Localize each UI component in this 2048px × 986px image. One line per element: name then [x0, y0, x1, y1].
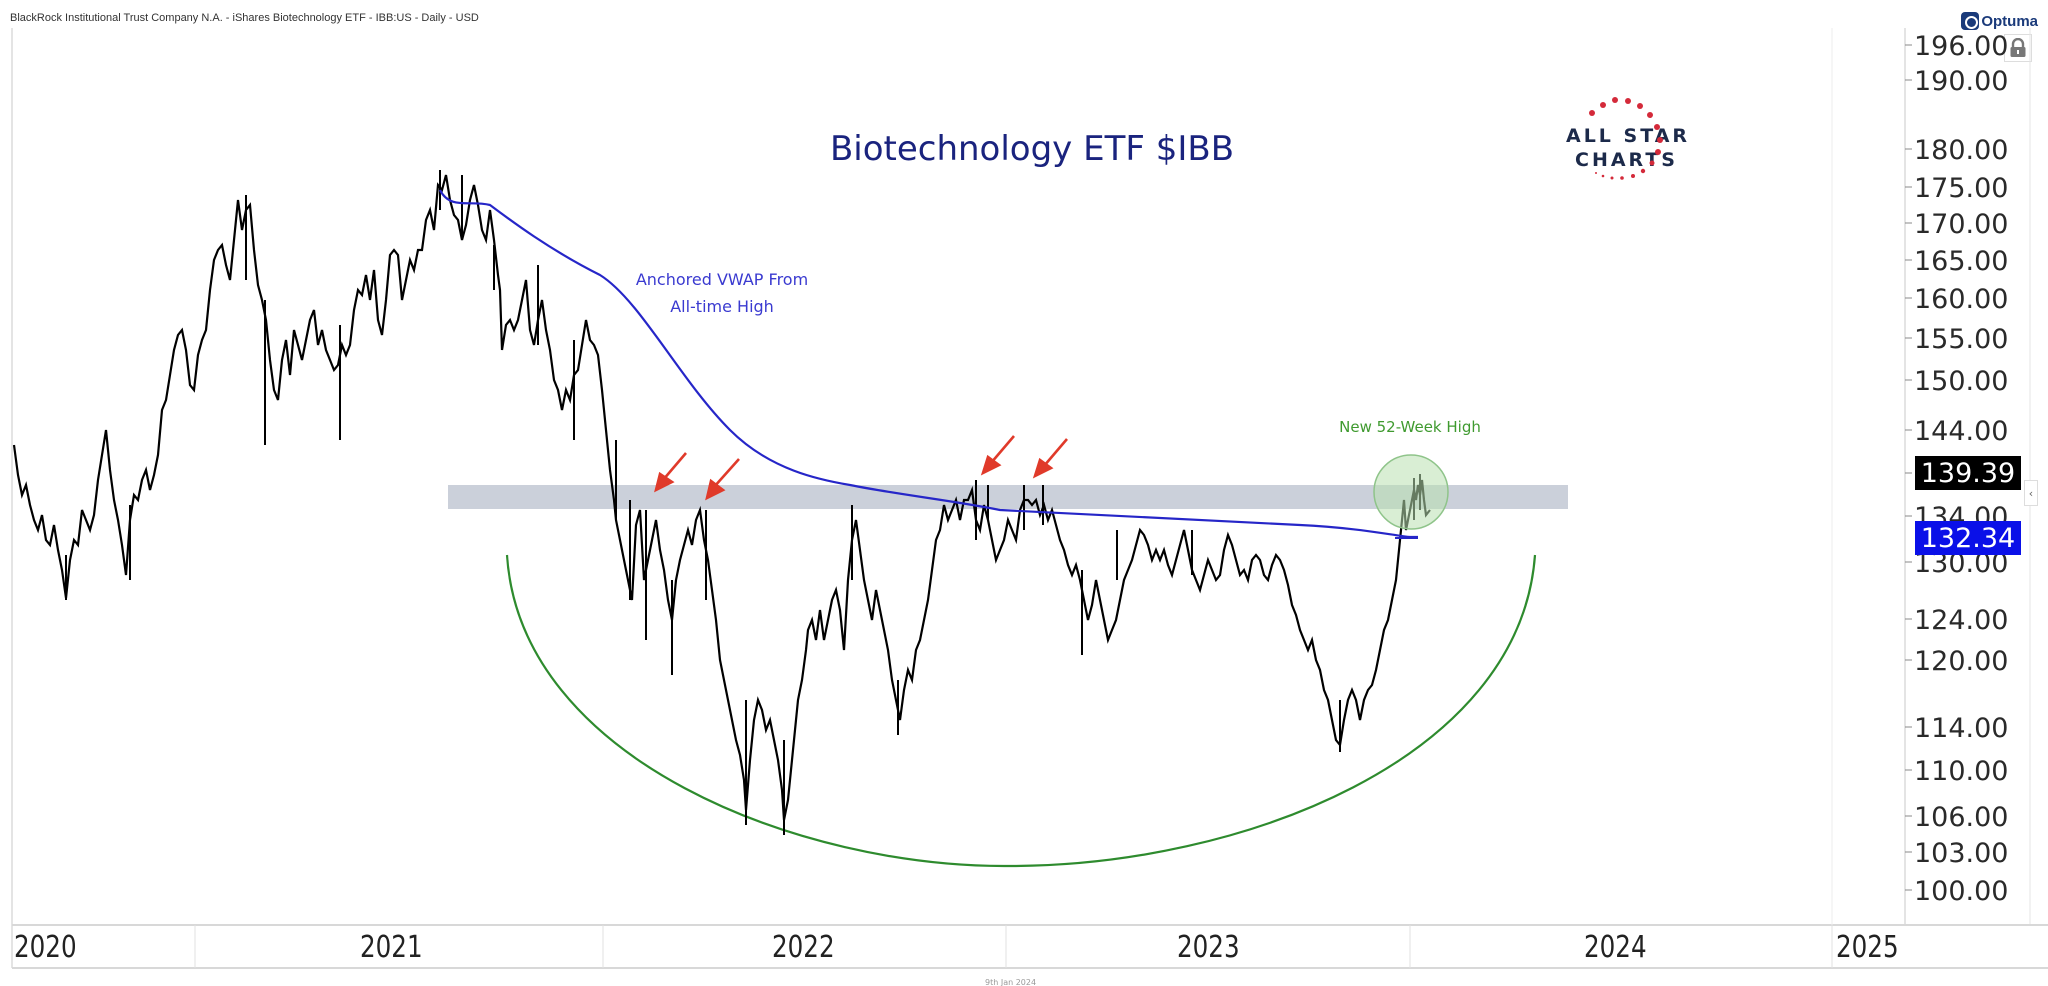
collapse-panel-button[interactable]: ‹: [2024, 480, 2038, 506]
lock-button[interactable]: [2004, 34, 2032, 62]
vwap-annotation-line2: All-time High: [670, 297, 774, 316]
x-axis-label-2024: 2024: [1584, 930, 1647, 965]
resistance-arrows: [654, 435, 1068, 501]
cup-arc: [505, 554, 1537, 868]
price-bars: [12, 174, 1431, 821]
svg-text:170.00: 170.00: [1914, 209, 2008, 240]
chevron-left-icon: ‹: [2028, 486, 2034, 500]
optuma-logo-icon: [1961, 12, 1980, 30]
x-axis-label-2020: 2020: [14, 930, 77, 965]
svg-text:196.00: 196.00: [1914, 31, 2008, 62]
arrow-1: [662, 452, 687, 481]
svg-text:180.00: 180.00: [1914, 135, 2008, 166]
y-axis-labels: 196.00 190.00 180.00 175.00 170.00 165.0…: [1914, 31, 2008, 907]
last-price-tag: 139.39: [1915, 456, 2021, 490]
svg-text:160.00: 160.00: [1914, 284, 2008, 315]
arrow-2: [713, 458, 740, 488]
y-axis-ticks: [1905, 44, 1912, 891]
svg-text:124.00: 124.00: [1914, 605, 2008, 636]
optuma-logo-text: Optuma: [1981, 12, 2038, 30]
chart-source-header: BlackRock Institutional Trust Company N.…: [10, 12, 479, 24]
arrow-3: [990, 435, 1015, 464]
svg-text:110.00: 110.00: [1914, 756, 2008, 787]
lock-icon: [2010, 38, 2026, 57]
anchored-vwap-line: [439, 189, 1418, 539]
arrow-4: [1043, 438, 1068, 467]
svg-text:ALL STAR: ALL STAR: [1566, 125, 1690, 147]
new-high-annotation: New 52-Week High: [1339, 418, 1481, 436]
chart-title: Biotechnology ETF $IBB: [830, 129, 1234, 169]
svg-text:106.00: 106.00: [1914, 802, 2008, 833]
svg-text:100.00: 100.00: [1914, 876, 2008, 907]
svg-text:155.00: 155.00: [1914, 324, 2008, 355]
x-axis-label-2023: 2023: [1177, 930, 1240, 965]
svg-text:120.00: 120.00: [1914, 646, 2008, 677]
new-high-circle: [1373, 454, 1449, 530]
chart-date-footer: 9th Jan 2024: [985, 978, 1037, 986]
svg-text:114.00: 114.00: [1914, 713, 2008, 744]
svg-text:CHARTS: CHARTS: [1575, 149, 1678, 171]
optuma-logo: Optuma: [1961, 12, 2038, 30]
x-axis-label-2025: 2025: [1836, 930, 1899, 965]
svg-text:144.00: 144.00: [1914, 416, 2008, 447]
svg-text:190.00: 190.00: [1914, 66, 2008, 97]
vwap-annotation-line1: Anchored VWAP From: [636, 270, 808, 289]
svg-text:165.00: 165.00: [1914, 246, 2008, 277]
price-bar-wicks: [65, 170, 1421, 835]
svg-text:175.00: 175.00: [1914, 173, 2008, 204]
allstarcharts-logo: ALL STAR CHARTS: [1566, 97, 1690, 180]
x-axis-label-2021: 2021: [360, 930, 423, 965]
star-ring-icon: [1589, 97, 1663, 180]
x-axis-label-2022: 2022: [772, 930, 835, 965]
svg-text:103.00: 103.00: [1914, 838, 2008, 869]
vwap-price-tag: 132.34: [1915, 521, 2021, 555]
svg-text:150.00: 150.00: [1914, 366, 2008, 397]
